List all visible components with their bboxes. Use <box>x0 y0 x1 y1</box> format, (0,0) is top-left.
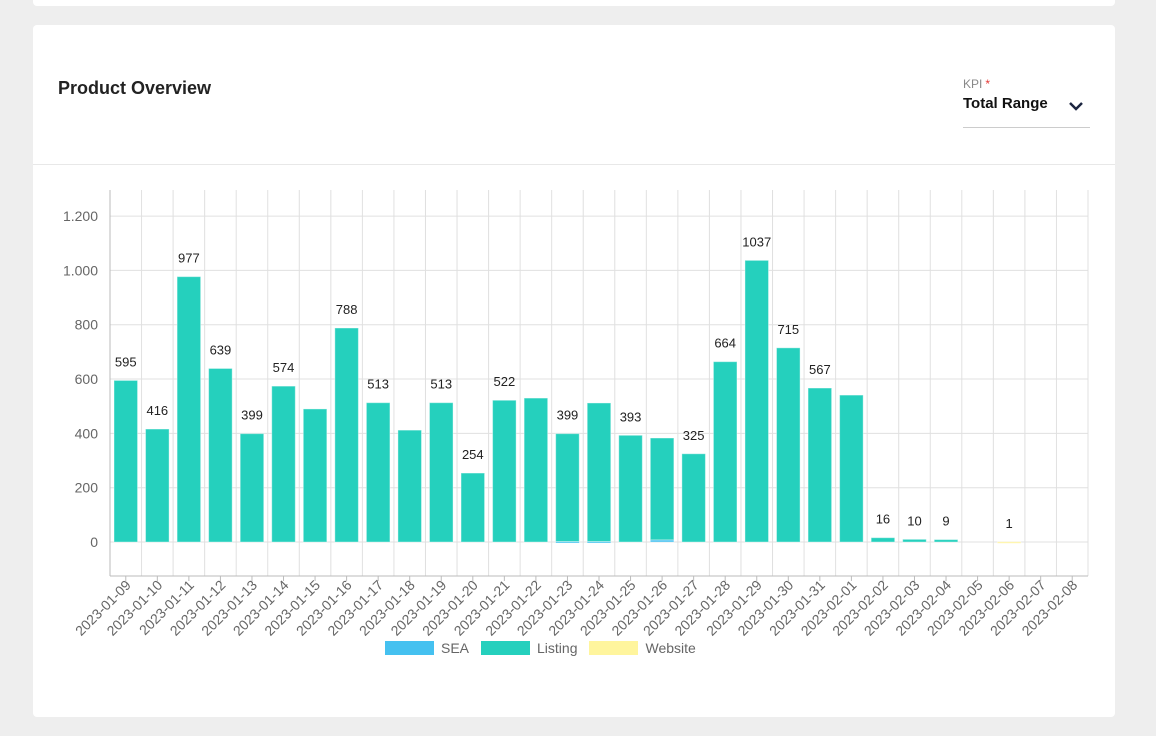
bar-listing <box>523 397 549 543</box>
legend-item-website[interactable]: Website <box>589 640 696 656</box>
data-label: 513 <box>367 377 389 392</box>
legend-label: Website <box>645 640 696 656</box>
data-label: 10 <box>907 513 921 528</box>
bar-listing <box>397 429 422 543</box>
y-tick-label: 600 <box>75 371 99 387</box>
data-label: 1 <box>1006 516 1013 531</box>
legend-swatch <box>481 641 531 655</box>
bar-listing <box>618 434 643 543</box>
required-marker: * <box>985 77 991 91</box>
bar-listing <box>239 433 265 543</box>
bar-website <box>996 541 1022 544</box>
header-divider <box>33 164 1115 165</box>
bar-listing <box>428 402 454 543</box>
bar-listing <box>334 327 359 543</box>
legend: SEA Listing Website <box>385 640 696 656</box>
bar-listing <box>870 537 896 543</box>
kpi-label: KPI <box>963 77 983 91</box>
bar-listing <box>776 347 801 543</box>
bar-listing <box>365 402 391 543</box>
legend-label: SEA <box>441 640 470 656</box>
y-tick-label: 400 <box>75 425 99 441</box>
chevron-down-icon <box>1069 102 1083 111</box>
data-label: 16 <box>876 512 890 527</box>
legend-item-listing[interactable]: Listing <box>481 640 577 656</box>
data-label: 513 <box>430 377 452 392</box>
data-label: 416 <box>146 403 168 418</box>
page-title: Product Overview <box>58 78 212 98</box>
data-label: 393 <box>620 409 642 424</box>
bar-listing <box>807 387 833 543</box>
bar-listing <box>271 385 296 543</box>
bar-listing <box>208 367 233 543</box>
bar-listing <box>839 394 864 543</box>
data-label: 788 <box>336 302 358 317</box>
y-tick-label: 200 <box>75 480 99 496</box>
data-label: 664 <box>714 336 736 351</box>
data-label: 399 <box>557 408 579 423</box>
bar-listing <box>681 453 706 543</box>
bar-listing <box>649 437 675 541</box>
bar-listing <box>933 539 959 543</box>
y-tick-label: 800 <box>75 317 99 333</box>
data-label: 325 <box>683 428 705 443</box>
legend-swatch <box>385 641 434 655</box>
bar-listing <box>902 538 927 543</box>
data-label: 574 <box>273 360 295 375</box>
kpi-select[interactable]: KPI * Total Range <box>963 77 1090 128</box>
bar-listing <box>302 408 328 543</box>
bar-listing <box>113 379 139 543</box>
bar-listing <box>744 259 770 543</box>
data-label: 639 <box>210 342 232 357</box>
data-label: 254 <box>462 447 484 462</box>
bar-listing <box>176 276 202 543</box>
data-label: 715 <box>777 322 799 337</box>
data-label: 977 <box>178 251 200 266</box>
data-label: 9 <box>942 514 949 529</box>
bar-listing <box>460 472 486 543</box>
legend-item-sea[interactable]: SEA <box>385 640 469 656</box>
y-tick-label: 1.200 <box>63 208 98 224</box>
legend-swatch <box>589 641 639 655</box>
data-label: 1037 <box>742 234 771 249</box>
top-card <box>33 0 1115 6</box>
y-tick-label: 0 <box>90 534 98 550</box>
data-label: 595 <box>115 354 137 369</box>
bar-listing <box>145 428 170 543</box>
kpi-value: Total Range <box>963 95 1048 112</box>
data-label: 522 <box>494 374 516 389</box>
bar-listing <box>712 361 738 543</box>
y-tick-label: 1.000 <box>63 262 98 278</box>
bar-listing <box>492 399 517 543</box>
bar-listing <box>586 402 612 543</box>
data-label: 399 <box>241 408 263 423</box>
bar-listing <box>555 433 580 543</box>
data-label: 567 <box>809 362 831 377</box>
legend-label: Listing <box>537 640 578 656</box>
